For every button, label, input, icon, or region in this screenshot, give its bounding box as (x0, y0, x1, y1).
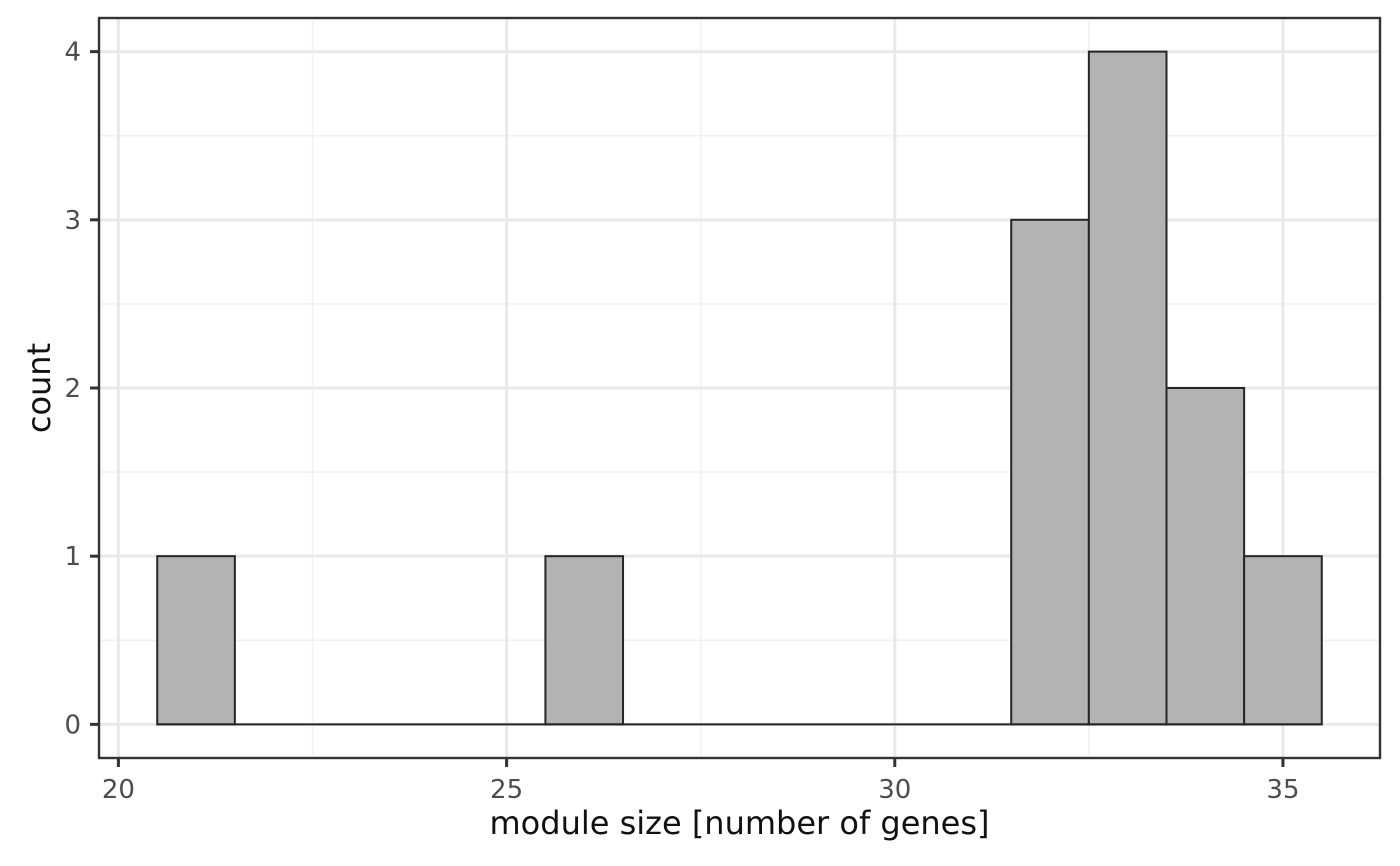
x-tick-label: 20 (102, 775, 135, 805)
histogram-bar (156, 555, 236, 726)
x-axis-title: module size [number of genes] (489, 804, 990, 842)
histogram-bar (544, 555, 625, 726)
y-tick-label: 3 (64, 206, 81, 236)
y-tick-label: 2 (64, 374, 81, 404)
histogram-bar (1243, 555, 1323, 726)
histogram-bar (1010, 218, 1090, 726)
y-tick-label: 1 (64, 542, 81, 572)
y-tick-label: 0 (64, 710, 81, 740)
histogram-bar (1165, 387, 1246, 726)
x-tick-label: 35 (1266, 775, 1299, 805)
x-tick-label: 25 (490, 775, 523, 805)
y-axis-title: count (19, 342, 58, 434)
histogram-bar (1087, 50, 1168, 726)
x-tick-label: 30 (878, 775, 911, 805)
y-tick-label: 4 (64, 38, 81, 68)
